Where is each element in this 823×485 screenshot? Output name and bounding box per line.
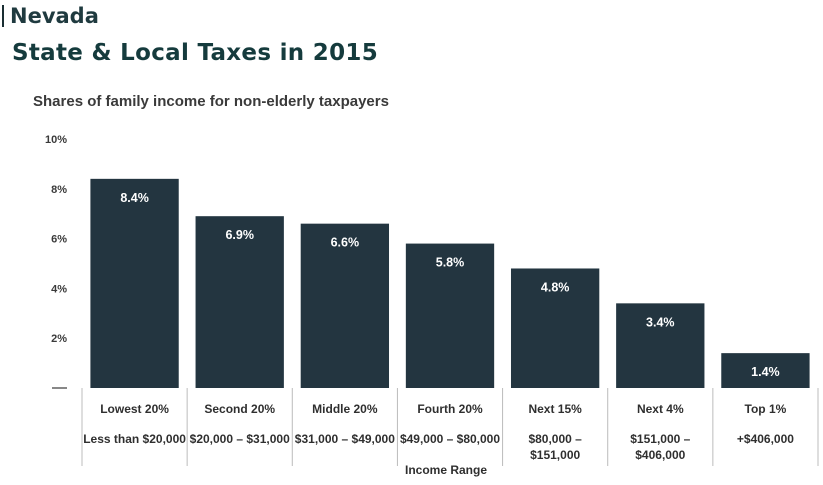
bar bbox=[510, 268, 600, 388]
bar bbox=[90, 178, 179, 388]
state-header: Nevada bbox=[2, 2, 99, 30]
x-axis: Lowest 20% Less than $20,000 Second 20% $20… bbox=[81, 388, 819, 466]
income-range-label: $49,000 – $80,000 bbox=[400, 432, 500, 446]
bar bbox=[616, 303, 705, 388]
y-tick-label: 4% bbox=[51, 283, 67, 295]
state-name: Nevada bbox=[10, 4, 99, 28]
y-axis: 2% 4% 6% 8% 10% bbox=[45, 134, 67, 389]
income-range-label: $80,000 – bbox=[528, 432, 582, 446]
bar-value-label: 1.4% bbox=[751, 365, 780, 379]
bar bbox=[721, 353, 810, 388]
y-tick-label: 6% bbox=[51, 234, 67, 246]
y-tick-label: 10% bbox=[45, 134, 67, 146]
bar bbox=[405, 243, 495, 388]
page-title: State & Local Taxes in 2015 bbox=[12, 40, 379, 66]
category-label: Middle 20% bbox=[312, 402, 378, 416]
bar-value-label: 8.4% bbox=[120, 191, 149, 205]
y-tick-label: 2% bbox=[51, 333, 67, 345]
bar bbox=[300, 223, 390, 388]
category-label: Next 15% bbox=[528, 402, 582, 416]
y-tick-label: 8% bbox=[51, 184, 67, 196]
category-label: Second 20% bbox=[204, 402, 275, 416]
category-label: Top 1% bbox=[745, 402, 787, 416]
income-range-label: +$406,000 bbox=[737, 432, 794, 446]
income-range-label: $20,000 – $31,000 bbox=[190, 432, 290, 446]
bar-value-label: 6.6% bbox=[331, 236, 360, 250]
chart-subtitle: Shares of family income for non-elderly … bbox=[33, 93, 389, 110]
bar-value-label: 6.9% bbox=[225, 228, 254, 242]
state-header-accent bbox=[2, 5, 4, 27]
income-range-label: $151,000 – bbox=[630, 432, 690, 446]
bar-value-label: 4.8% bbox=[541, 280, 570, 294]
income-range-label: Less than $20,000 bbox=[83, 432, 186, 446]
category-label: Lowest 20% bbox=[100, 402, 169, 416]
bar-value-label: 5.8% bbox=[436, 256, 465, 270]
income-range-label: $406,000 bbox=[635, 448, 685, 462]
bars: 8.4% 6.9% 6.6% 5.8% 4.8% 3.4% 1.4% bbox=[90, 178, 810, 388]
x-axis-label: Income Range bbox=[405, 463, 487, 477]
income-range-label: $31,000 – $49,000 bbox=[295, 432, 395, 446]
category-label: Next 4% bbox=[637, 402, 684, 416]
bar-value-label: 3.4% bbox=[646, 315, 675, 329]
bar bbox=[195, 216, 284, 388]
income-range-label: $151,000 bbox=[530, 448, 580, 462]
category-label: Fourth 20% bbox=[417, 402, 483, 416]
